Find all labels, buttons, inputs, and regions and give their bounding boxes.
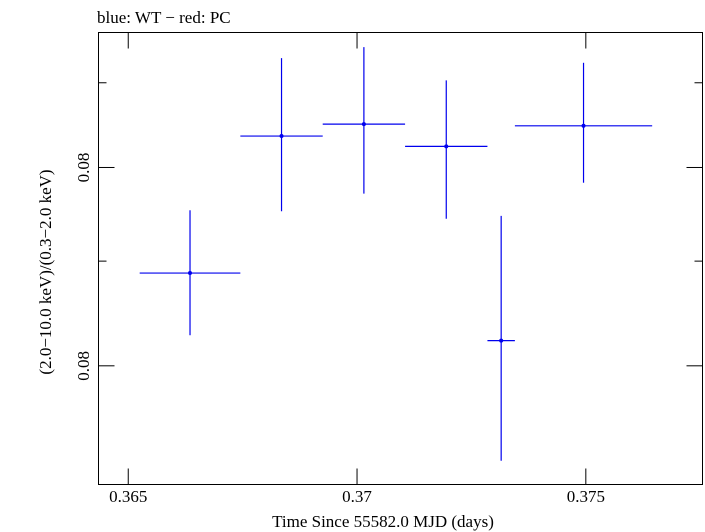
- x-axis-ticks: 0.365 0.37 0.375: [109, 32, 605, 506]
- x-tick-label: 0.375: [567, 487, 605, 506]
- data-point: [279, 134, 284, 139]
- y-axis-label: (2.0−10.0 keV)/(0.3−2.0 keV): [36, 169, 55, 374]
- data-series-wt: [139, 47, 653, 461]
- x-axis-label: Time Since 55582.0 MJD (days): [272, 512, 494, 531]
- x-tick-label: 0.365: [109, 487, 147, 506]
- y-axis-ticks: 0.08 0.08: [74, 82, 703, 485]
- data-point: [499, 338, 504, 343]
- data-point: [188, 271, 193, 276]
- data-point: [444, 144, 449, 149]
- plot-frame: [98, 32, 703, 485]
- data-point: [361, 122, 366, 127]
- y-tick-label: 0.08: [74, 351, 93, 381]
- chart-title: blue: WT − red: PC: [97, 8, 231, 27]
- y-tick-label: 0.08: [74, 153, 93, 183]
- data-point: [581, 123, 586, 128]
- x-tick-label: 0.37: [342, 487, 372, 506]
